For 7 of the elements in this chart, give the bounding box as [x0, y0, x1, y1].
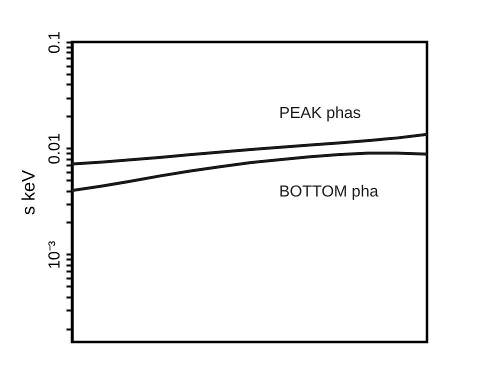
y-tick-label: 10⁻³	[46, 240, 64, 270]
annotation: PEAK phas	[279, 105, 361, 122]
y-tick-label: 0.1	[46, 31, 64, 54]
line-series	[72, 132, 427, 166]
annotation: BOTTOM pha	[279, 184, 378, 201]
y-axis-title: s keV	[18, 170, 38, 216]
y-tick-label: 0.01	[46, 133, 64, 164]
